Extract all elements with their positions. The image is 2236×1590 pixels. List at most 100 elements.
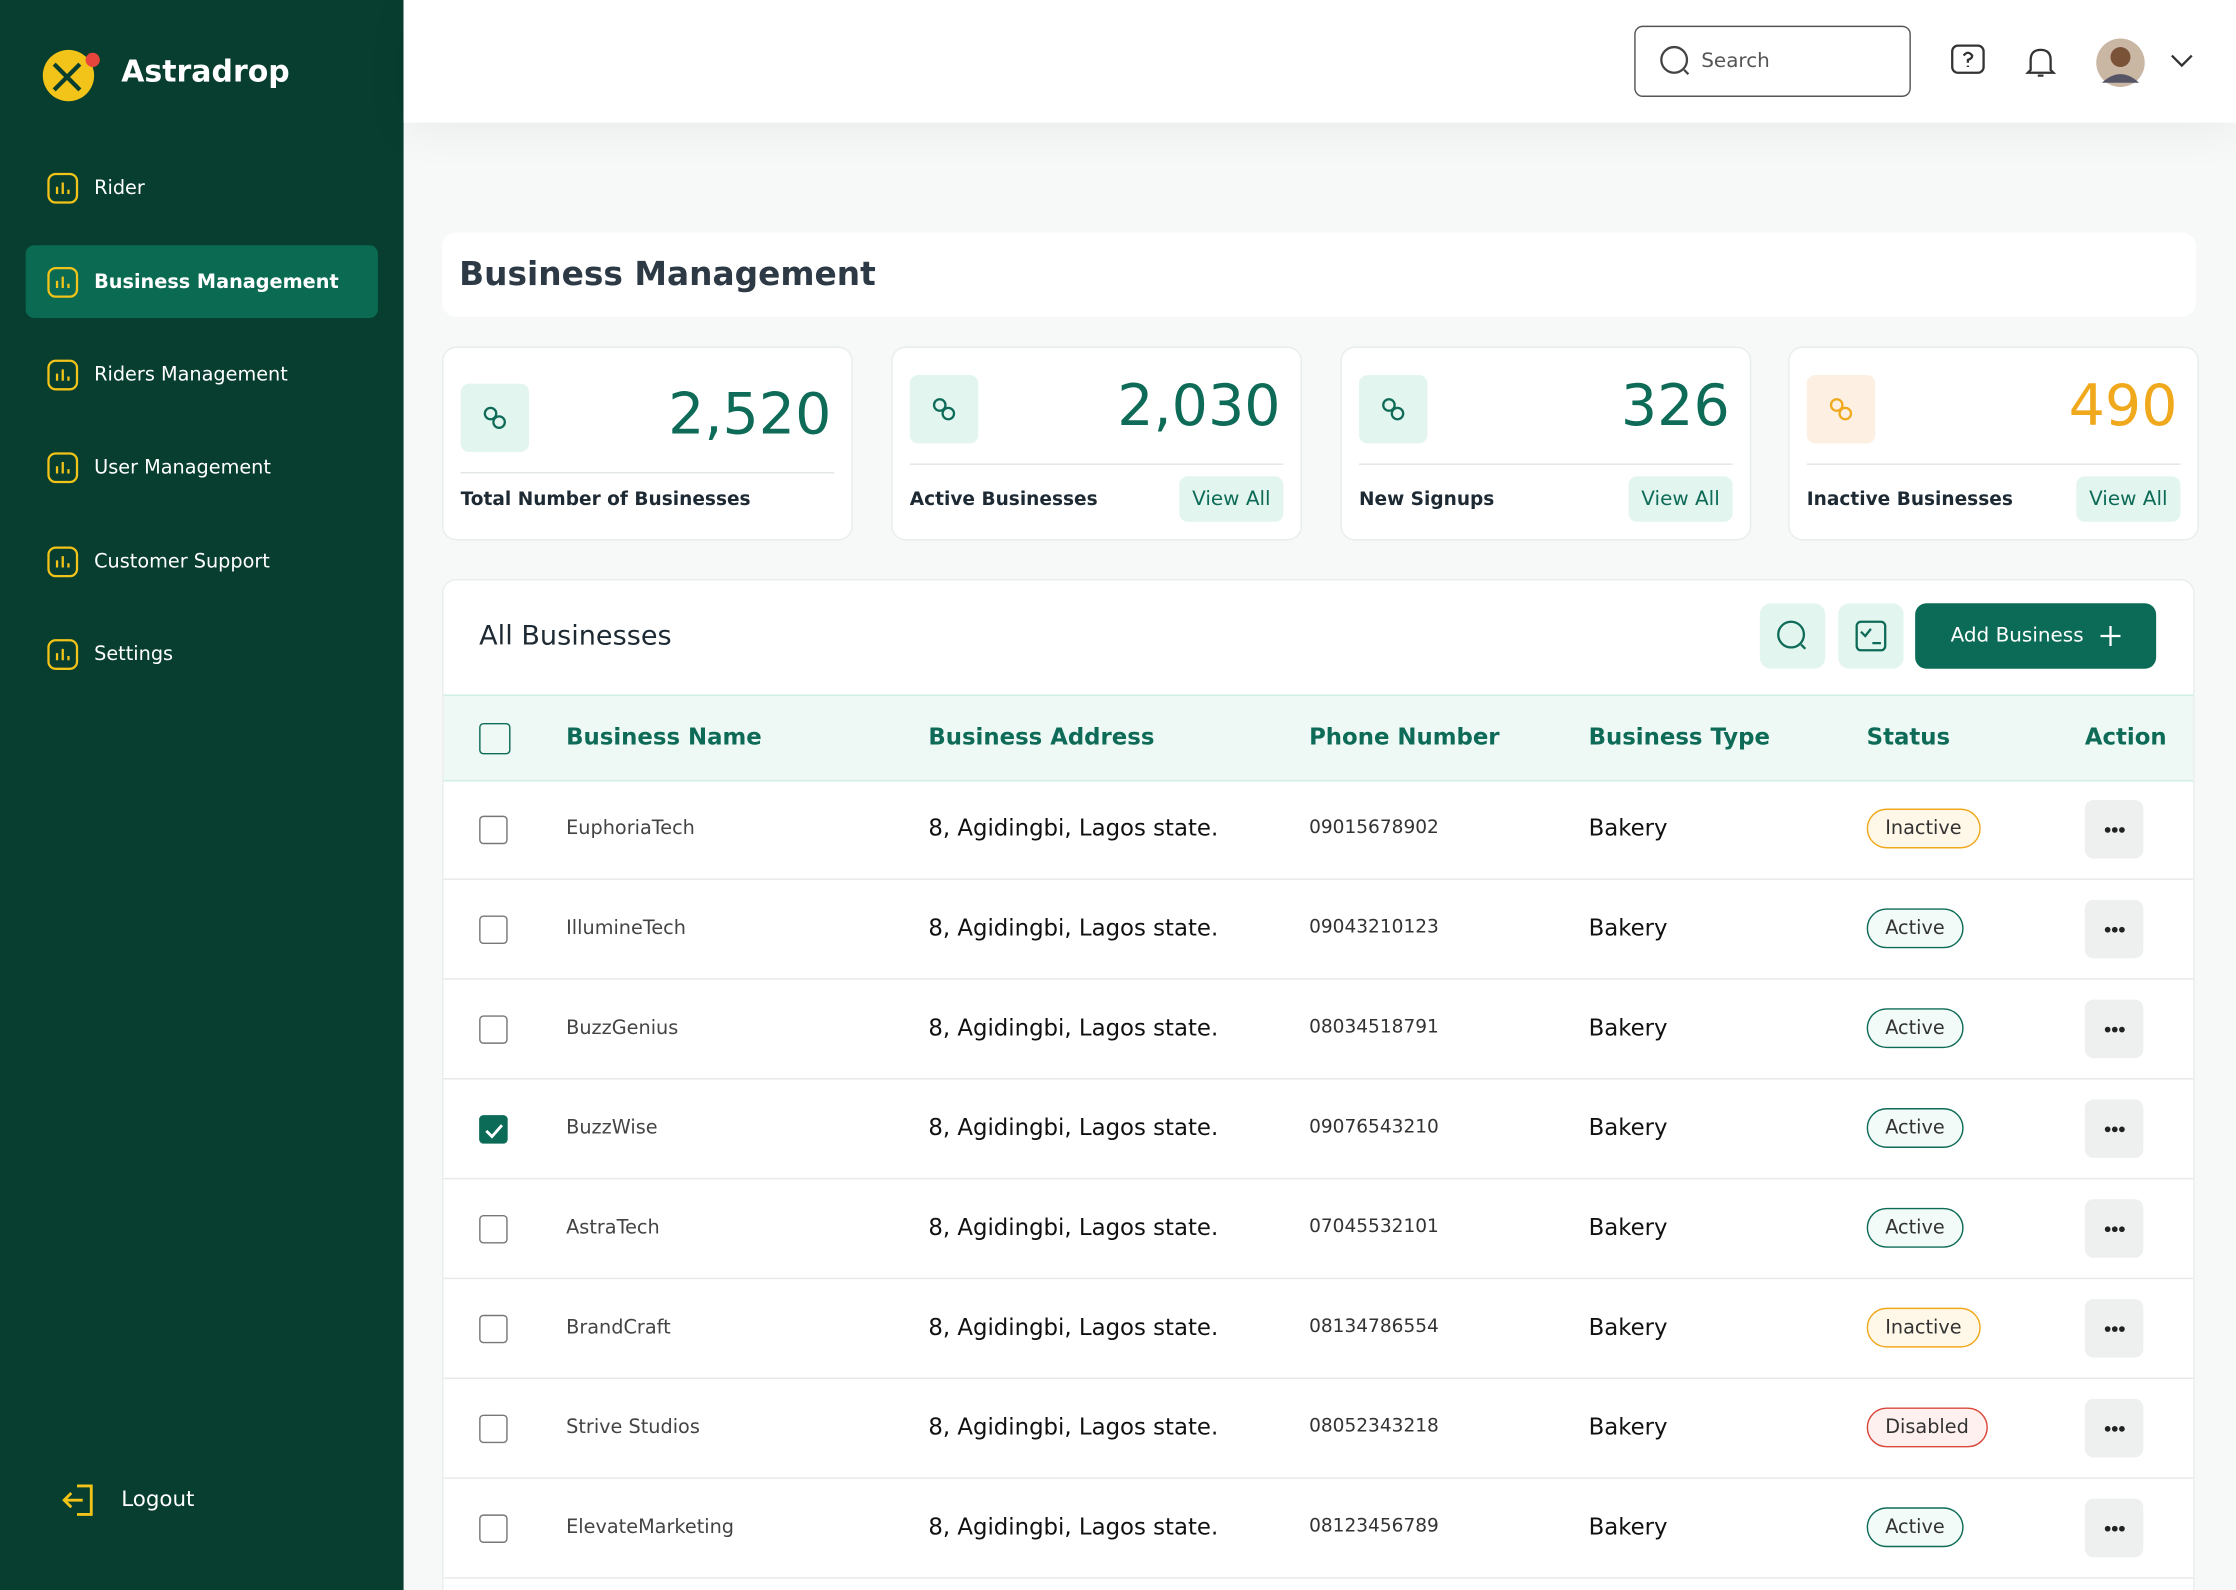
row-checkbox[interactable] — [479, 915, 508, 945]
row-checkbox[interactable] — [479, 1115, 508, 1144]
phone-number: 09043210123 — [1309, 916, 1439, 939]
phone-number: 07045532101 — [1309, 1216, 1439, 1238]
stat-divider — [460, 472, 835, 474]
stat-value: 326 — [1620, 373, 1730, 440]
nav-item[interactable]: Riders Management — [26, 338, 378, 411]
business-address: 8, Agidingbi, Lagos state. — [928, 1213, 1219, 1241]
business-type: Bakery — [1588, 1013, 1668, 1041]
stat-card: 326 New Signups View All — [1340, 346, 1752, 541]
sidebar: Astradrop Logout Rider Business Managemen… — [0, 0, 404, 1590]
business-name: ElevateMarketing — [566, 1515, 735, 1539]
stat-icon-glyph — [1829, 398, 1853, 421]
business-type: Bakery — [1588, 1313, 1668, 1341]
plus-icon — [2100, 626, 2121, 646]
business-name: AstraTech — [566, 1216, 660, 1240]
action-button[interactable] — [2084, 799, 2144, 859]
business-type: Bakery — [1588, 1413, 1668, 1441]
stat-icon-glyph — [1382, 398, 1405, 421]
stat-card: 490 Inactive Businesses View All — [1788, 346, 2199, 541]
stat-icon — [1806, 375, 1876, 444]
view-all-button[interactable]: View All — [2076, 476, 2181, 522]
business-type: Bakery — [1588, 914, 1668, 942]
more-icon — [2104, 926, 2125, 932]
stat-value: 490 — [2068, 373, 2178, 440]
table-row: AstraTech 8, Agidingbi, Lagos state. 07045… — [443, 1179, 2194, 1280]
table-header: Business Name Business Address Phone Numbe… — [443, 694, 2194, 782]
business-name: BrandCraft — [566, 1316, 671, 1340]
bell-icon[interactable] — [2024, 44, 2058, 81]
action-button[interactable] — [2084, 1498, 2144, 1558]
business-address: 8, Agidingbi, Lagos state. — [928, 1013, 1219, 1041]
status-badge: Active — [1866, 1108, 1964, 1148]
business-address: 8, Agidingbi, Lagos state. — [928, 1413, 1219, 1441]
stat-icon-glyph — [932, 398, 956, 421]
more-icon — [2104, 1026, 2125, 1032]
nav-item[interactable]: Rider — [26, 151, 378, 224]
view-all-button[interactable]: View All — [1628, 476, 1733, 522]
nav-item[interactable]: Settings — [26, 617, 378, 690]
business-address: 8, Agidingbi, Lagos state. — [928, 1113, 1219, 1141]
stat-label: New Signups — [1358, 489, 1495, 511]
more-icon — [2104, 1125, 2125, 1132]
row-checkbox[interactable] — [479, 1015, 508, 1044]
nav-icon — [47, 266, 79, 298]
title-card: Business Management — [442, 232, 2197, 317]
action-button[interactable] — [2084, 999, 2144, 1059]
phone-number: 08134786554 — [1309, 1316, 1439, 1338]
filter-button[interactable] — [1838, 603, 1904, 669]
view-all-button[interactable]: View All — [1179, 476, 1284, 522]
help-icon[interactable] — [1949, 43, 1986, 80]
select-all-checkbox[interactable] — [479, 722, 511, 755]
row-checkbox[interactable] — [479, 1314, 508, 1344]
column-header: Business Type — [1588, 722, 1770, 751]
logout[interactable]: Logout — [121, 1485, 195, 1512]
chevron[interactable] — [2169, 51, 2195, 71]
action-button[interactable] — [2084, 1398, 2144, 1458]
add-business-button[interactable]: Add Business — [1915, 603, 2157, 669]
action-button[interactable] — [2084, 1099, 2144, 1158]
status-badge: Disabled — [1866, 1407, 1988, 1448]
action-button[interactable] — [2084, 899, 2144, 959]
stat-label: Inactive Businesses — [1806, 489, 2013, 511]
nav-icon — [47, 545, 79, 577]
add-business-label: Add Business — [1950, 624, 2084, 648]
column-header: Business Name — [566, 722, 762, 751]
table-row: BrandCraft 8, Agidingbi, Lagos state. 0813… — [443, 1279, 2194, 1379]
stat-icon — [460, 383, 530, 453]
nav-icon — [47, 638, 79, 670]
table-row: Strive Studios 8, Agidingbi, Lagos state.… — [443, 1379, 2194, 1479]
stat-icon — [1358, 375, 1428, 444]
row-checkbox[interactable] — [479, 1214, 508, 1244]
stat-icon-glyph — [483, 406, 506, 429]
stat-card: 2,520 Total Number of Businesses — [442, 346, 853, 541]
check-icon — [485, 1124, 504, 1139]
row-checkbox[interactable] — [479, 1514, 508, 1543]
nav-item[interactable]: Business Management — [25, 245, 378, 319]
row-checkbox[interactable] — [479, 815, 508, 845]
brand: Astradrop — [121, 54, 290, 89]
business-type: Bakery — [1588, 1113, 1668, 1141]
phone-number: 09076543210 — [1309, 1116, 1439, 1138]
nav-label: Settings — [94, 642, 174, 666]
action-button[interactable] — [2084, 1199, 2144, 1258]
nav-label: Customer Support — [94, 549, 270, 573]
row-checkbox[interactable] — [479, 1414, 508, 1444]
nav-icon — [47, 172, 79, 203]
logo — [42, 49, 100, 102]
business-address: 8, Agidingbi, Lagos state. — [928, 1313, 1219, 1341]
more-icon — [2104, 1225, 2125, 1232]
nav-label: User Management — [94, 455, 271, 479]
more-icon — [2104, 1525, 2125, 1531]
status-badge: Active — [1866, 1507, 1964, 1548]
action-button[interactable] — [2084, 1299, 2144, 1358]
search-button[interactable] — [1759, 603, 1826, 669]
table-row: BuzzWise 8, Agidingbi, Lagos state. 090765… — [443, 1079, 2194, 1180]
nav-item[interactable]: Customer Support — [26, 525, 378, 598]
nav-item[interactable]: User Management — [26, 431, 378, 504]
business-address: 8, Agidingbi, Lagos state. — [928, 814, 1219, 842]
avatar[interactable] — [2095, 37, 2146, 88]
column-header: Phone Number — [1309, 722, 1500, 751]
column-header: Action — [2084, 722, 2167, 751]
search-box[interactable]: Search — [1634, 25, 1911, 97]
